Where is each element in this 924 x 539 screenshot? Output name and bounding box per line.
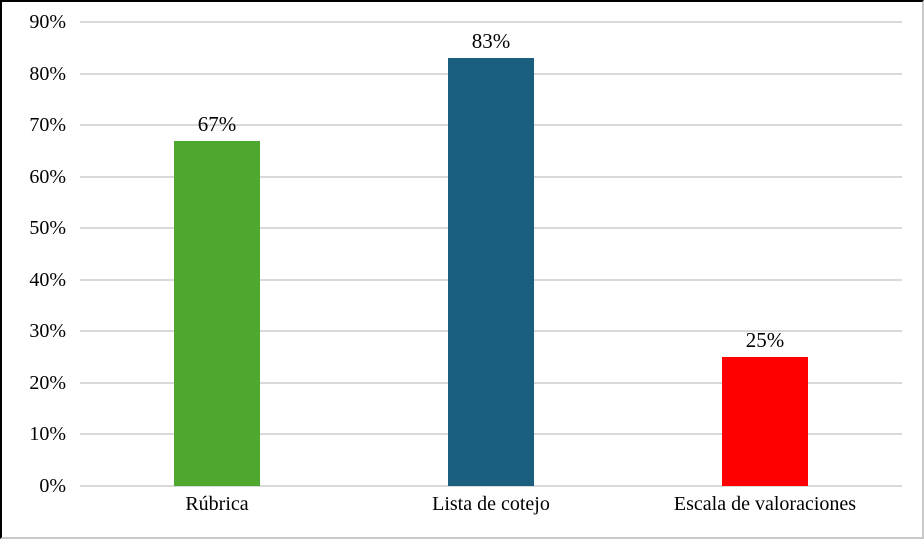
bar-3 (722, 357, 808, 486)
y-tick-label: 70% (29, 114, 66, 137)
y-axis: 0% 10% 20% 30% 40% 50% 60% 70% 80% 90% (2, 12, 66, 496)
bar-slot: 83% (354, 22, 628, 486)
gridline (80, 485, 902, 487)
y-tick-label: 40% (29, 268, 66, 291)
x-tick-label: Escala de valoraciones (673, 493, 857, 515)
y-tick-label: 50% (29, 217, 66, 240)
bar-slot: 67% (80, 22, 354, 486)
gridline (80, 21, 902, 23)
y-tick-label: 0% (39, 475, 66, 497)
bar-value-label: 67% (197, 111, 237, 136)
y-tick-label: 80% (29, 62, 66, 85)
y-tick-label: 60% (29, 165, 66, 188)
x-axis: Rúbrica Lista de cotejo Escala de valoraci… (80, 492, 902, 516)
x-tick-label: Lista de cotejo (432, 493, 550, 515)
y-tick-label: 90% (29, 11, 66, 33)
x-tick-label: Rúbrica (185, 493, 249, 515)
bars-container: 67% 83% 25% (80, 22, 902, 486)
plot-area: 67% 83% 25% (80, 21, 902, 487)
bar-1 (174, 140, 260, 486)
bar-2 (448, 58, 534, 486)
y-tick-label: 30% (29, 320, 66, 343)
bar-slot: 25% (628, 22, 902, 486)
bar-value-label: 83% (471, 29, 511, 54)
y-tick-label: 20% (29, 371, 66, 394)
bar-value-label: 25% (745, 328, 785, 353)
y-tick-label: 10% (29, 423, 66, 446)
